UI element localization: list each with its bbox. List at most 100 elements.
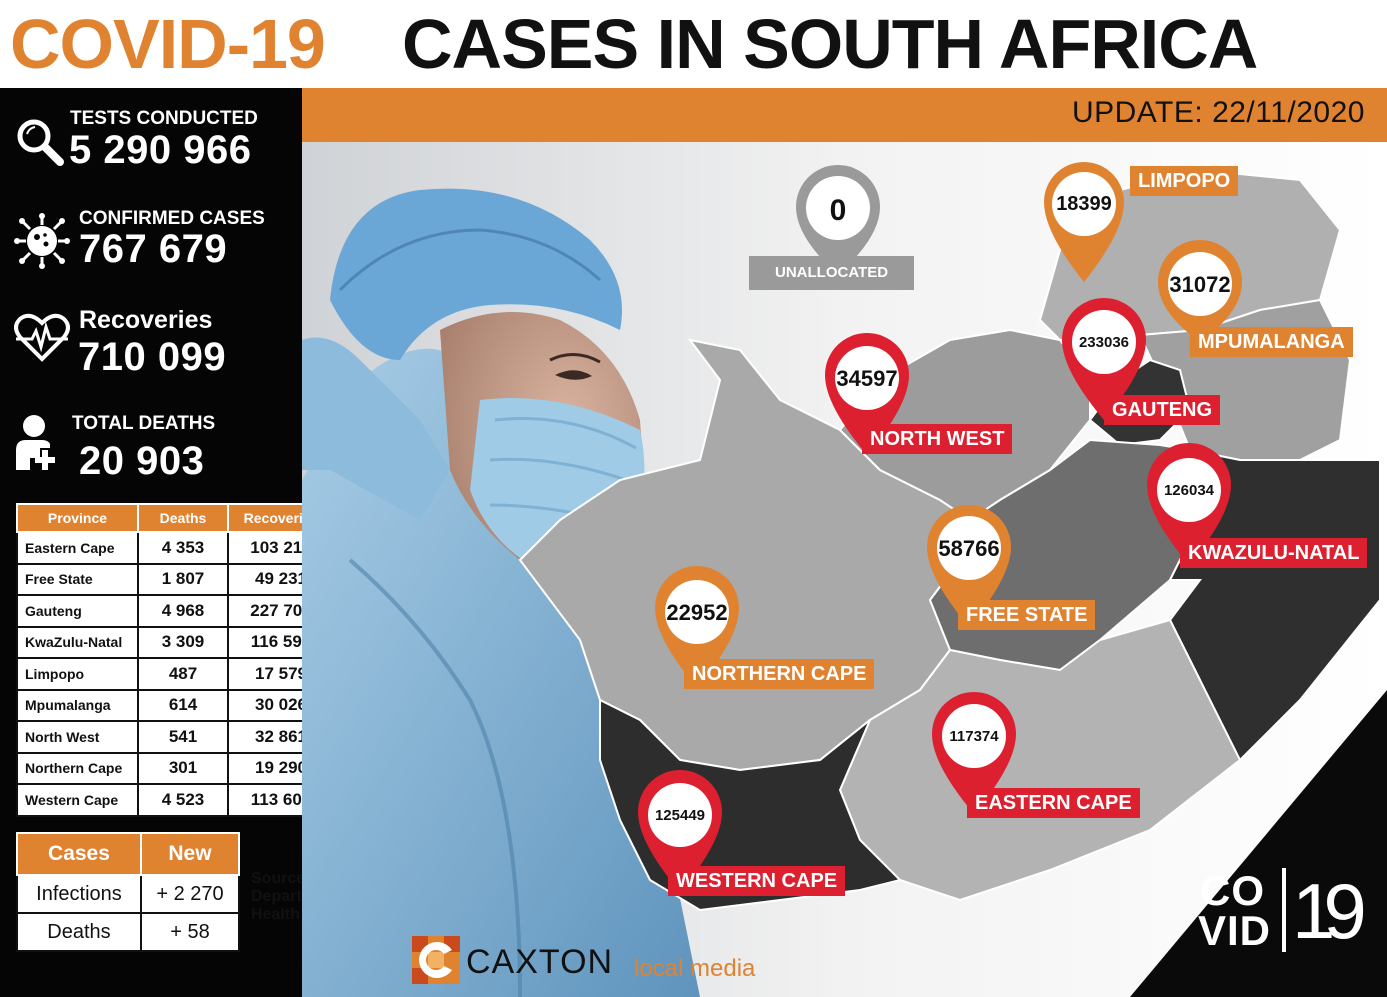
province-deaths-cell: 3 309 — [137, 625, 229, 659]
province-deaths-cell: 4 968 — [137, 594, 229, 628]
pin-value: 125449 — [654, 807, 706, 824]
pin-northern-cape-label: NORTHERN CAPE — [684, 659, 875, 689]
province-deaths-cell: 614 — [137, 688, 229, 722]
recoveries-value: 710 099 — [78, 335, 227, 379]
province-name-cell: Limpopo — [16, 657, 139, 691]
pin-value: 0 — [829, 194, 847, 227]
pin-limpopo-label: LIMPOPO — [1130, 166, 1239, 196]
province-table-header: Province Deaths Recoveries — [16, 503, 335, 533]
pin-gauteng-label: GAUTENG — [1104, 395, 1220, 425]
caxton-tagline: local media — [634, 955, 756, 982]
pin-mpumalanga — [1158, 240, 1242, 342]
pin-kwazulu-natal — [1147, 443, 1231, 565]
cases-table-header: Cases New — [16, 832, 241, 876]
table-row: Mpumalanga 614 30 026 — [16, 688, 335, 722]
cases-row-label: Infections — [16, 874, 142, 914]
province-name-cell: Eastern Cape — [16, 531, 139, 565]
pin-northern-cape — [655, 566, 739, 688]
pin-western-cape — [638, 770, 722, 892]
table-row: North West 541 32 861 — [16, 720, 335, 754]
tests-value: 5 290 966 — [69, 128, 252, 172]
table-row: Gauteng 4 968 227 707 — [16, 594, 335, 628]
pin-gauteng — [1062, 298, 1146, 420]
pin-unallocated — [796, 165, 880, 275]
stat-recoveries: Recoveries 710 099 — [0, 305, 302, 380]
pin-value: 117374 — [949, 728, 999, 745]
province-deaths-cell: 487 — [137, 657, 229, 691]
province-deaths-cell: 4 353 — [137, 531, 229, 565]
caxton-name: CAXTON — [466, 943, 614, 981]
pin-north-west-label: NORTH WEST — [862, 424, 1013, 454]
col-province: Province — [16, 503, 139, 533]
col-new: New — [139, 832, 241, 876]
tests-label: TESTS CONDUCTED — [70, 108, 258, 129]
pin-eastern-cape-label: EASTERN CAPE — [967, 788, 1140, 818]
pin-value: 233036 — [1078, 334, 1130, 351]
province-deaths-cell: 4 523 — [137, 783, 229, 817]
province-name-cell: Western Cape — [16, 783, 139, 817]
virus-icon — [14, 213, 70, 269]
title-covid: COVID-19 — [10, 5, 326, 83]
stat-confirmed: CONFIRMED CASES 767 679 — [0, 205, 302, 275]
table-row: Eastern Cape 4 353 103 210 — [16, 531, 335, 565]
cases-row-value: + 58 — [139, 912, 241, 952]
caxton-logo-icon — [412, 936, 460, 984]
update-date: UPDATE: 22/11/2020 — [1071, 96, 1365, 129]
pin-value: 31072 — [1169, 272, 1231, 297]
pin-free-state-label: FREE STATE — [958, 600, 1096, 630]
confirmed-value: 767 679 — [79, 227, 228, 271]
province-name-cell: Free State — [16, 562, 139, 596]
logo-vid: VID — [1198, 907, 1272, 954]
pin-unallocated-label: UNALLOCATED — [749, 256, 915, 290]
col-cases: Cases — [16, 832, 142, 876]
table-row: Deaths + 58 — [16, 912, 241, 952]
cases-row-label: Deaths — [16, 912, 142, 952]
update-bar — [302, 88, 1387, 142]
pin-mpumalanga-label: MPUMALANGA — [1190, 327, 1353, 357]
province-name-cell: Gauteng — [16, 594, 139, 628]
title-cases-in-south-africa: CASES IN SOUTH AFRICA — [402, 5, 1258, 83]
col-deaths: Deaths — [137, 503, 229, 533]
pin-free-state — [927, 505, 1011, 627]
healthcare-worker-image — [302, 188, 700, 997]
table-row: KwaZulu-Natal 3 309 116 591 — [16, 625, 335, 659]
province-deaths-cell: 1 807 — [137, 562, 229, 596]
cases-row-value: + 2 270 — [139, 874, 241, 914]
logo-divider — [1282, 868, 1286, 952]
province-deaths-cell: 541 — [137, 720, 229, 754]
pin-western-cape-label: WESTERN CAPE — [668, 866, 846, 896]
table-row: Infections + 2 270 — [16, 874, 241, 914]
pin-value: 58766 — [938, 536, 1000, 561]
logo-nineteen: 19 — [1292, 867, 1367, 955]
cases-table: Cases New Infections + 2 270 Deaths + 58 — [16, 832, 241, 952]
province-name-cell: Northern Cape — [16, 751, 139, 785]
page-title: COVID-19 CASES IN SOUTH AFRICA — [0, 0, 1387, 88]
pin-kwazulu-natal-label: KWAZULU-NATAL — [1180, 538, 1368, 568]
logo-co: CO — [1200, 867, 1265, 914]
recoveries-label: Recoveries — [79, 306, 213, 334]
magnifier-icon — [17, 119, 64, 166]
corner-shape — [1130, 690, 1387, 997]
pin-value: 22952 — [666, 600, 728, 625]
pin-value: 126034 — [1163, 482, 1215, 499]
table-row: Western Cape 4 523 113 604 — [16, 783, 335, 817]
pin-eastern-cape — [932, 692, 1016, 814]
pin-value: 18399 — [1056, 193, 1112, 215]
table-row: Free State 1 807 49 231 — [16, 562, 335, 596]
province-name-cell: North West — [16, 720, 139, 754]
province-table: Province Deaths Recoveries Eastern Cape 4… — [16, 503, 335, 817]
heart-pulse-icon — [14, 313, 70, 362]
province-deaths-cell: 301 — [137, 751, 229, 785]
deaths-value: 20 903 — [79, 439, 205, 483]
stat-tests: TESTS CONDUCTED 5 290 966 — [0, 106, 302, 176]
province-recoveries-cell: 17 579 — [227, 657, 335, 691]
deaths-label: TOTAL DEATHS — [72, 413, 216, 434]
table-row: Northern Cape 301 19 290 — [16, 751, 335, 785]
person-cross-icon — [16, 415, 55, 470]
province-name-cell: KwaZulu-Natal — [16, 625, 139, 659]
confirmed-label: CONFIRMED CASES — [79, 208, 265, 229]
stat-deaths: TOTAL DEATHS 20 903 — [0, 412, 302, 487]
pin-limpopo — [1044, 162, 1124, 282]
pin-value: 34597 — [836, 366, 898, 391]
table-row: Limpopo 487 17 579 — [16, 657, 335, 691]
